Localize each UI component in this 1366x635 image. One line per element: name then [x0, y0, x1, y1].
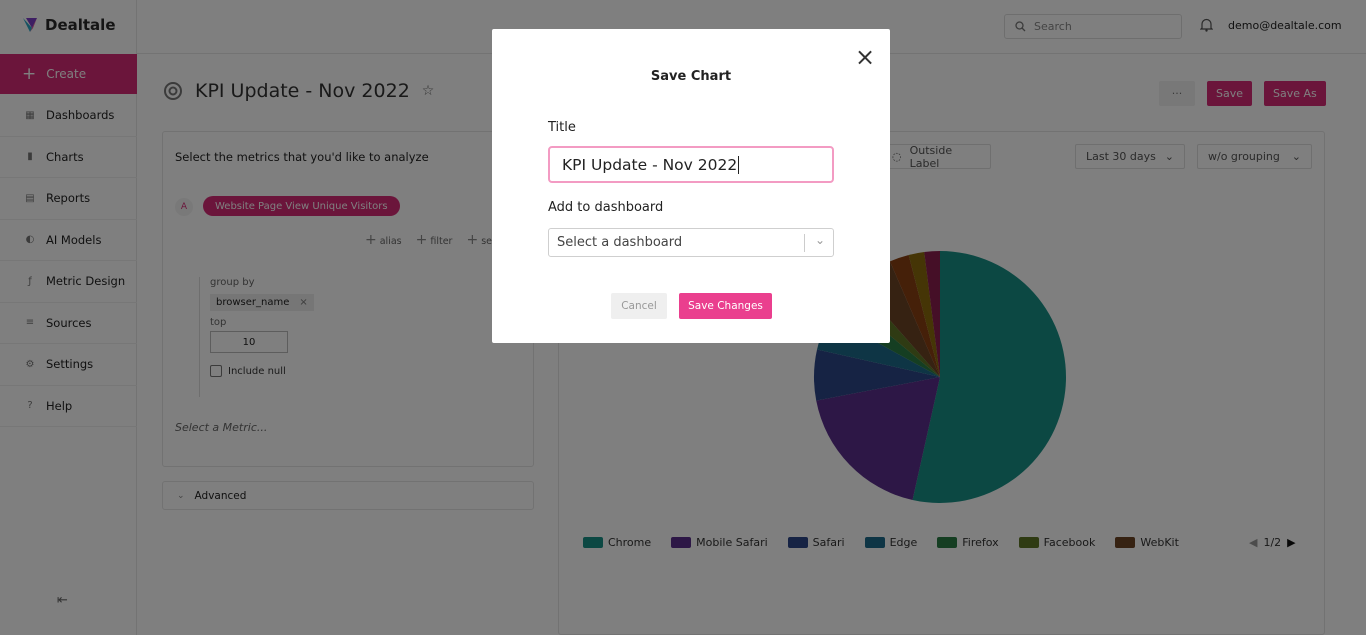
chevron-down-icon: ⌄: [814, 233, 825, 247]
modal-title: Save Chart: [650, 69, 732, 84]
save-changes-button[interactable]: Save Changes: [679, 293, 772, 319]
title-input-value: KPI Update - Nov 2022: [562, 155, 738, 174]
dashboard-field-label: Add to dashboard: [548, 200, 664, 215]
title-input[interactable]: KPI Update - Nov 2022: [548, 146, 834, 183]
select-divider: [804, 234, 805, 252]
dashboard-placeholder: Select a dashboard: [557, 235, 683, 250]
save-chart-modal: × Save Chart Title KPI Update - Nov 2022…: [492, 29, 890, 343]
title-field-label: Title: [548, 120, 576, 135]
close-icon[interactable]: ×: [855, 43, 876, 71]
dashboard-select[interactable]: Select a dashboard ⌄: [548, 228, 834, 257]
text-caret: [738, 155, 740, 174]
cancel-button[interactable]: Cancel: [611, 293, 667, 319]
